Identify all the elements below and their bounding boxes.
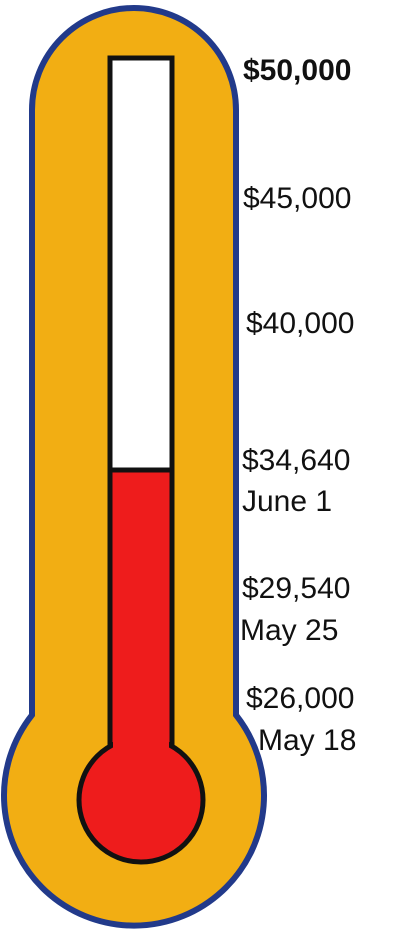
tube-empty <box>110 58 172 473</box>
bulb <box>79 738 203 862</box>
amount-label: $26,000 <box>246 682 354 715</box>
date-label: June 1 <box>242 485 332 518</box>
amount-label: $34,640 <box>242 444 350 477</box>
thermometer-graphic: $50,000 $45,000 $40,000 $34,640 June 1 $… <box>0 0 418 946</box>
amount-label: $50,000 <box>243 54 351 87</box>
amount-label: $45,000 <box>243 182 351 215</box>
page: {"labels": [ {"amount": "$50,000"}, {"am… <box>0 0 418 946</box>
date-label: May 18 <box>258 724 356 757</box>
tube-fill-join <box>113 700 169 750</box>
amount-label: $40,000 <box>246 307 354 340</box>
date-label: May 25 <box>240 614 338 647</box>
amount-label: $29,540 <box>242 572 350 605</box>
